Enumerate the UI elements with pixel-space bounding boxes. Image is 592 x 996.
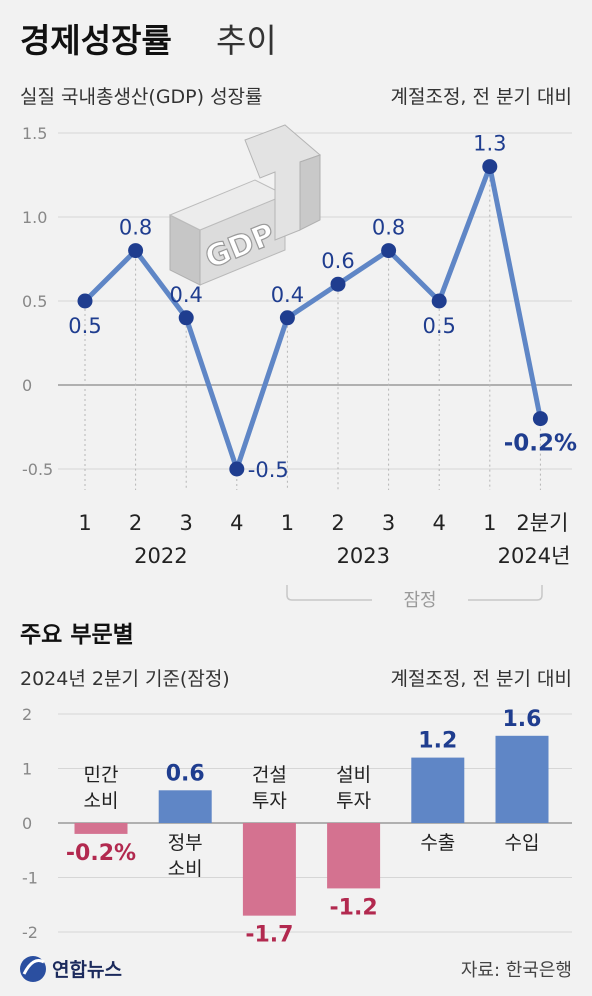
top-subtitle-right: 계절조정, 전 분기 대비 xyxy=(391,86,572,108)
gdp-value-label: 0.4 xyxy=(169,283,202,307)
line-chart-quarter-label: 3 xyxy=(180,511,193,535)
sector-bar-chart: 210-1-2 -0.2%민간소비0.6정부소비-1.7건설투자-1.2설비투자… xyxy=(22,705,572,948)
sector-category-label: 수입 xyxy=(505,832,540,854)
line-chart-series xyxy=(77,159,548,477)
gdp-data-point xyxy=(330,276,346,292)
source-note: 자료: 한국은행 xyxy=(461,960,572,981)
brand-logo-icon xyxy=(20,956,46,982)
preliminary-label: 잠정 xyxy=(403,590,436,611)
bar-chart-y-ticks: 2 1 0 -1 -2 xyxy=(22,705,38,942)
page-title-suffix: 추이 xyxy=(216,21,277,60)
sector-category-label: 민간 xyxy=(84,764,119,786)
sector-value-label: -0.2% xyxy=(66,841,136,866)
line-chart-y-tick-label: -0.5 xyxy=(22,460,53,479)
sector-category-label: 소비 xyxy=(84,790,119,812)
gdp-data-point xyxy=(381,243,397,259)
preliminary-bracket: 잠정 xyxy=(286,585,543,611)
gdp-data-point xyxy=(128,243,144,259)
sector-bar xyxy=(158,790,212,823)
sector-bar xyxy=(411,757,465,823)
bottom-subtitle-left: 2024년 2분기 기준(잠정) xyxy=(20,668,230,690)
sector-value-label: -1.2 xyxy=(330,895,378,920)
gdp-arrow-illustration: GDP xyxy=(168,124,321,286)
bar-chart-y-tick-label: 2 xyxy=(22,705,32,724)
brand-logo: 연합뉴스 xyxy=(20,956,122,982)
gdp-value-label: 1.3 xyxy=(473,132,506,156)
brand-name: 연합뉴스 xyxy=(52,959,122,981)
bar-chart-y-tick-label: 0 xyxy=(22,814,32,833)
sector-bar xyxy=(74,823,128,834)
gdp-value-label: 0.4 xyxy=(271,283,304,307)
sector-category-label: 투자 xyxy=(252,790,287,812)
brand-logo-swoosh xyxy=(22,959,45,975)
bar-chart-grid xyxy=(58,713,572,933)
bottom-subtitle-right: 계절조정, 전 분기 대비 xyxy=(391,668,572,690)
bar-chart-y-tick-label: 1 xyxy=(22,760,32,779)
line-chart-quarter-label: 2분기 xyxy=(516,511,568,535)
line-chart-year-label: 2024년 xyxy=(498,544,571,568)
line-chart-y-tick-label: 0.5 xyxy=(22,292,47,311)
line-chart-y-tick-label: 0 xyxy=(22,376,32,395)
gdp-value-label: 0.8 xyxy=(119,216,152,240)
bar-chart-y-tick-label: -2 xyxy=(22,923,38,942)
line-chart-quarter-label: 3 xyxy=(382,511,395,535)
sector-category-label: 설비 xyxy=(336,764,371,786)
line-chart-quarter-label: 1 xyxy=(483,511,496,535)
gdp-data-point xyxy=(279,310,295,326)
sector-category-label: 수출 xyxy=(420,832,455,854)
gdp-value-label: 0.5 xyxy=(422,314,455,338)
gdp-value-label: 0.8 xyxy=(372,216,405,240)
gdp-data-point xyxy=(532,411,548,427)
sector-value-label: 1.2 xyxy=(418,729,457,754)
sector-category-label: 투자 xyxy=(336,790,371,812)
sector-bar xyxy=(242,823,296,916)
bar-chart-bars xyxy=(74,735,549,916)
line-chart-quarter-label: 4 xyxy=(230,511,243,535)
gdp-data-point xyxy=(77,293,93,309)
sector-category-label: 건설 xyxy=(252,764,287,786)
line-chart-quarter-label: 2 xyxy=(129,511,142,535)
gdp-data-point xyxy=(229,461,245,477)
gdp-data-point xyxy=(178,310,194,326)
sector-category-label: 소비 xyxy=(168,858,203,880)
line-chart-year-label: 2023 xyxy=(337,544,390,568)
line-chart-year-label: 2022 xyxy=(134,544,187,568)
sector-bar xyxy=(327,823,381,889)
gdp-growth-line xyxy=(83,164,543,472)
sector-value-label: -1.7 xyxy=(245,923,293,948)
gdp-value-label: -0.5 xyxy=(248,458,289,482)
gdp-line-chart: 1.51.00.50-0.5 GDP 0.50.80.4-0.50.40.60.… xyxy=(22,124,577,611)
line-chart-quarter-label: 4 xyxy=(433,511,446,535)
line-chart-quarter-label: 1 xyxy=(281,511,294,535)
sector-value-label: 0.6 xyxy=(166,761,205,786)
line-chart-value-labels: 0.5 0.8 0.4 -0.5 0.4 0.6 0.8 0.5 1.3 -0.2% xyxy=(68,132,577,482)
line-chart-y-tick-label: 1.5 xyxy=(22,124,47,143)
line-chart-quarter-label: 2 xyxy=(331,511,344,535)
page-title: 경제성장률 xyxy=(20,21,172,60)
line-chart-quarter-label: 1 xyxy=(78,511,91,535)
sector-category-label: 정부 xyxy=(168,832,203,854)
top-subtitle-left: 실질 국내총생산(GDP) 성장률 xyxy=(20,86,263,108)
gdp-data-point xyxy=(482,159,498,175)
section-title: 주요 부문별 xyxy=(20,622,134,648)
sector-value-label: 1.6 xyxy=(503,707,542,732)
bar-chart-labels: -0.2%민간소비0.6정부소비-1.7건설투자-1.2설비투자1.2수출1.6… xyxy=(66,707,542,948)
gdp-value-label: 0.6 xyxy=(321,249,354,273)
line-chart-y-tick-label: 1.0 xyxy=(22,208,47,227)
gdp-data-point xyxy=(431,293,447,309)
gdp-value-label: -0.2% xyxy=(504,431,577,457)
bar-chart-y-tick-label: -1 xyxy=(22,869,38,888)
sector-bar xyxy=(495,735,549,823)
line-chart-x-axis: 1 2 3 4 1 2 3 4 1 2분기 2022 2023 2024년 xyxy=(78,511,570,568)
gdp-value-label: 0.5 xyxy=(68,314,101,338)
line-chart-y-ticks: 1.5 1.0 0.5 0 -0.5 xyxy=(22,124,53,479)
